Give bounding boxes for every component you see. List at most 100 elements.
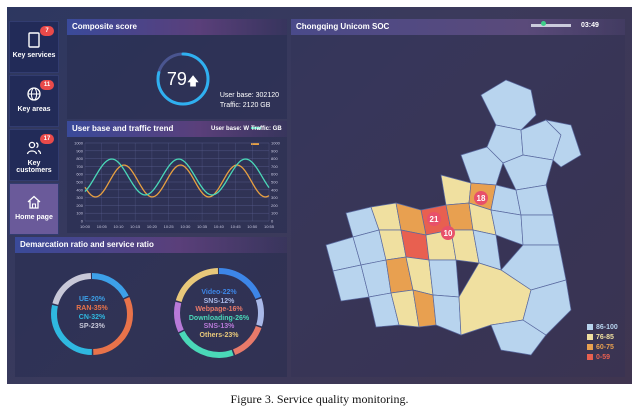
nav-key-services[interactable]: 7 Key services [9,21,59,73]
y-tick-label-right: 900 [271,148,278,153]
key-customers-badge: 17 [40,134,54,144]
traffic-stat: Traffic: 2120 GB [219,102,271,109]
chongqing-map: 21 18 10 [325,79,582,356]
y-tick-label-left: 800 [76,156,83,161]
map-region [440,174,472,206]
y-tick-label-left: 0 [81,219,84,224]
ratio-panel: Demarcation ratio and service ratio UE-2… [15,237,287,377]
ring-label: Webpage-16% [195,306,243,313]
ratio-title: Demarcation ratio and service ratio [15,237,287,253]
map-title: Chongqing Unicom SOC [291,19,625,35]
map-region [432,294,462,336]
legend-item: 86-100 [587,323,618,333]
ring-segment [51,273,133,355]
map-region [428,259,460,298]
y-tick-label-left: 100 [76,211,83,216]
legend-swatch [587,354,593,361]
x-tick-label: 10:15 [130,224,141,229]
map-region [502,154,554,191]
y-tick-label-right: 300 [271,195,278,200]
map-region [544,119,582,168]
x-tick-label: 10:40 [214,224,225,229]
y-tick-label-left: 500 [76,180,83,185]
legend-label: 60-75 [596,344,614,351]
y-tick-label-left: 200 [76,203,83,208]
legend-swatch [587,324,593,331]
map-region [515,184,554,216]
ring-label: SP-23% [79,323,105,330]
composite-score-title: Composite score [67,19,287,35]
nav-label: Key customers [16,160,52,174]
y-tick-label-right: 400 [271,187,278,192]
legend-swatch [587,344,593,351]
traffic-line [84,164,270,198]
x-tick-label: 10:20 [147,224,158,229]
legend-item: 60-75 [587,343,618,353]
score-value-wrap: 79🡅 [159,69,207,93]
ring-label: SNS-12% [203,297,235,305]
map-region [522,279,572,336]
map-marker-pin[interactable] [441,226,455,240]
legend-swatch [587,334,593,341]
map-region [472,229,502,271]
document-icon [28,32,40,48]
y-tick-label-right: 0 [271,219,274,224]
nav-label: Key areas [17,106,51,113]
user-base-stat: User base: 302120 [219,92,279,99]
x-tick-label: 10:35 [197,224,208,229]
y-tick-label-left: 700 [76,164,83,169]
y-tick-label-left: 400 [76,187,83,192]
time-slider-track[interactable] [531,21,571,27]
ring-segment [174,268,264,358]
nav-home-page[interactable]: Home page [9,183,59,235]
nav-label: Key services [12,52,56,59]
composite-stats: User base: 302120 Traffic: 2120 GB [220,91,279,111]
globe-icon [27,87,41,101]
legend-item: 0-59 [587,353,618,363]
y-tick-label-left: 600 [76,172,83,177]
score-value: 79 [166,69,187,89]
y-tick-label-right: 700 [271,164,278,169]
legend-label: 86-100 [596,324,618,331]
legend-traffic-swatch [251,143,259,146]
y-tick-label-right: 100 [271,211,278,216]
ring-segment [174,268,264,358]
y-tick-label-right: 200 [271,203,278,208]
map-markers[interactable]: 21 18 10 [427,191,488,240]
legend-traffic: Traffic: GB [251,121,287,153]
home-icon [27,195,41,209]
ring-label: CN-32% [78,314,106,321]
y-tick-label-right: 1000 [271,141,281,146]
map-legend: 86-100 76-85 60-75 0-59 [587,323,618,363]
ring-segment [51,273,133,355]
marker-label: 18 [477,194,486,203]
ring-label: Video-22% [201,289,237,296]
key-services-badge: 7 [40,26,54,36]
ring-segment [174,268,264,358]
ring-label: SNS-13% [203,323,235,330]
x-tick-label: 10:45 [231,224,242,229]
demarcation-labels: UE-20% RAN-35% CN-32% SP-23% [47,295,137,331]
ring-segment [51,273,133,355]
map-marker-pin[interactable] [427,212,441,226]
nav-key-customers[interactable]: 17 Key customers [9,129,59,181]
service-ring [174,268,264,358]
ring-label: UE-20% [78,296,106,303]
legend-label: 0-59 [596,354,611,361]
x-tick-label: 10:10 [113,224,124,229]
legend-item: 76-85 [587,333,618,343]
legend-user-swatch [250,127,261,130]
time-slider-handle[interactable] [541,21,546,26]
map-region [520,214,560,246]
ring-label: Others-23% [199,331,239,339]
map-clock: 03:49 [581,22,599,29]
nav-key-areas[interactable]: 11 Key areas [9,75,59,127]
x-tick-label: 10:05 [97,224,108,229]
users-icon [26,141,42,155]
x-tick-label: 10:50 [247,224,258,229]
y-tick-label-right: 800 [271,156,278,161]
score-gauge [156,52,210,106]
legend-label: 76-85 [596,334,614,341]
map-marker-pin[interactable] [474,191,488,205]
score-gauge-arc [156,52,210,106]
